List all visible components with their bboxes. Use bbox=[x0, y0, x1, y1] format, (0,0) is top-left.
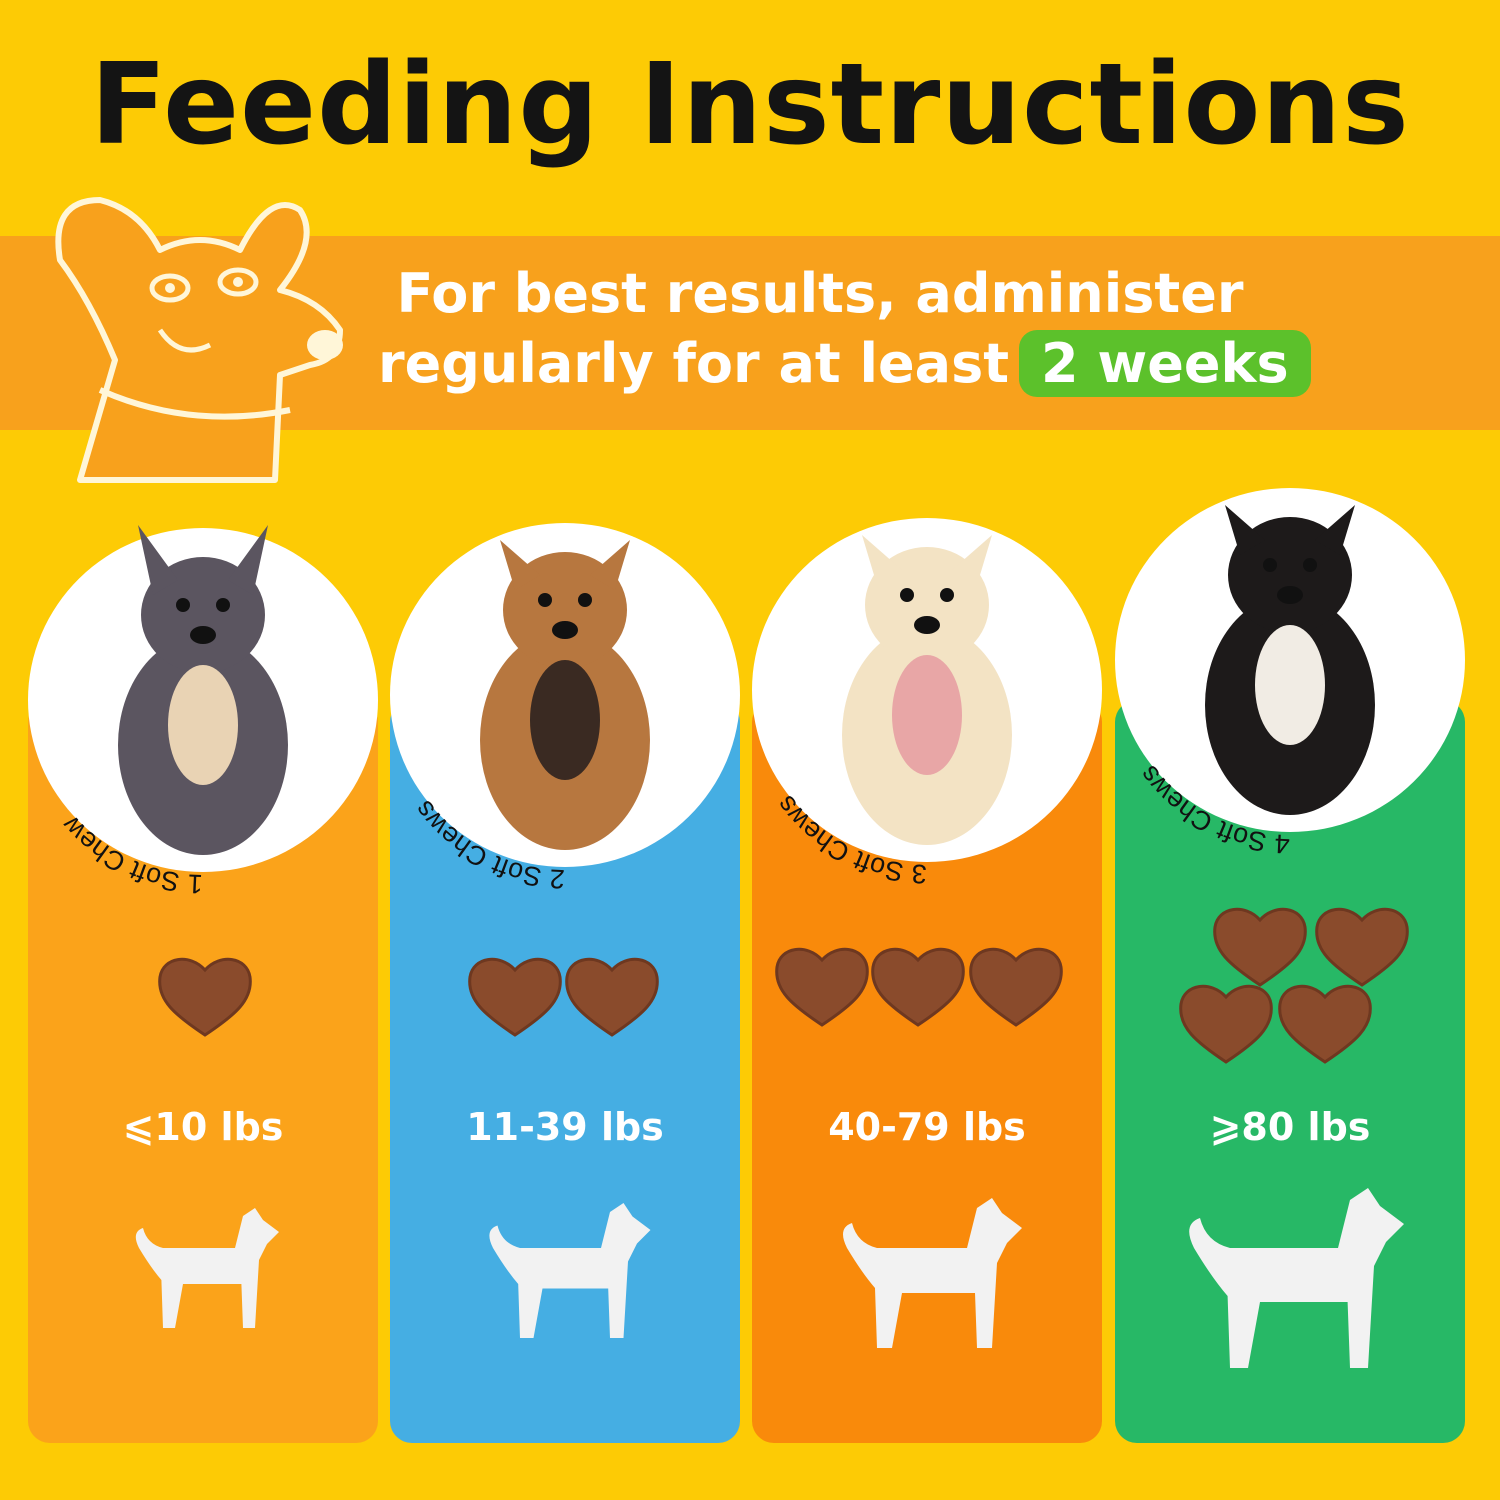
dog-photo-badge: 3 Soft Chews bbox=[752, 518, 1102, 885]
golden-retriever-puppy-photo bbox=[842, 535, 1012, 845]
large-dog-silhouette-icon bbox=[843, 1198, 1022, 1348]
small-dog-silhouette-icon bbox=[135, 1208, 279, 1328]
giant-dog-silhouette-icon bbox=[1189, 1188, 1404, 1368]
weight-range-label: ⩾80 lbs bbox=[1209, 1105, 1371, 1149]
french-bulldog-photo bbox=[480, 540, 650, 850]
medium-dog-silhouette-icon bbox=[489, 1203, 651, 1338]
chihuahua-photo bbox=[118, 525, 288, 855]
dog-photo-badge: 2 Soft Chews bbox=[390, 523, 740, 890]
bernese-mountain-dog-photo bbox=[1205, 505, 1375, 815]
page-title: Feeding Instructions bbox=[90, 40, 1410, 170]
banner-line-1: For best results, administer bbox=[396, 262, 1244, 325]
dog-photo-badge: 1 Soft Chew bbox=[28, 525, 378, 895]
banner-line-2: regularly for at least 2 weeks bbox=[378, 330, 1311, 397]
weight-range-label: 11-39 lbs bbox=[466, 1105, 664, 1149]
weight-range-label: 40-79 lbs bbox=[828, 1105, 1026, 1149]
dog-doodle-icon bbox=[55, 197, 343, 483]
weight-range-label: ⩽10 lbs bbox=[122, 1105, 284, 1149]
duration-highlight-badge: 2 weeks bbox=[1019, 330, 1311, 397]
dog-photo-badge: 4 Soft Chews bbox=[1115, 488, 1465, 855]
banner-line-2-text: regularly for at least bbox=[378, 332, 1010, 395]
